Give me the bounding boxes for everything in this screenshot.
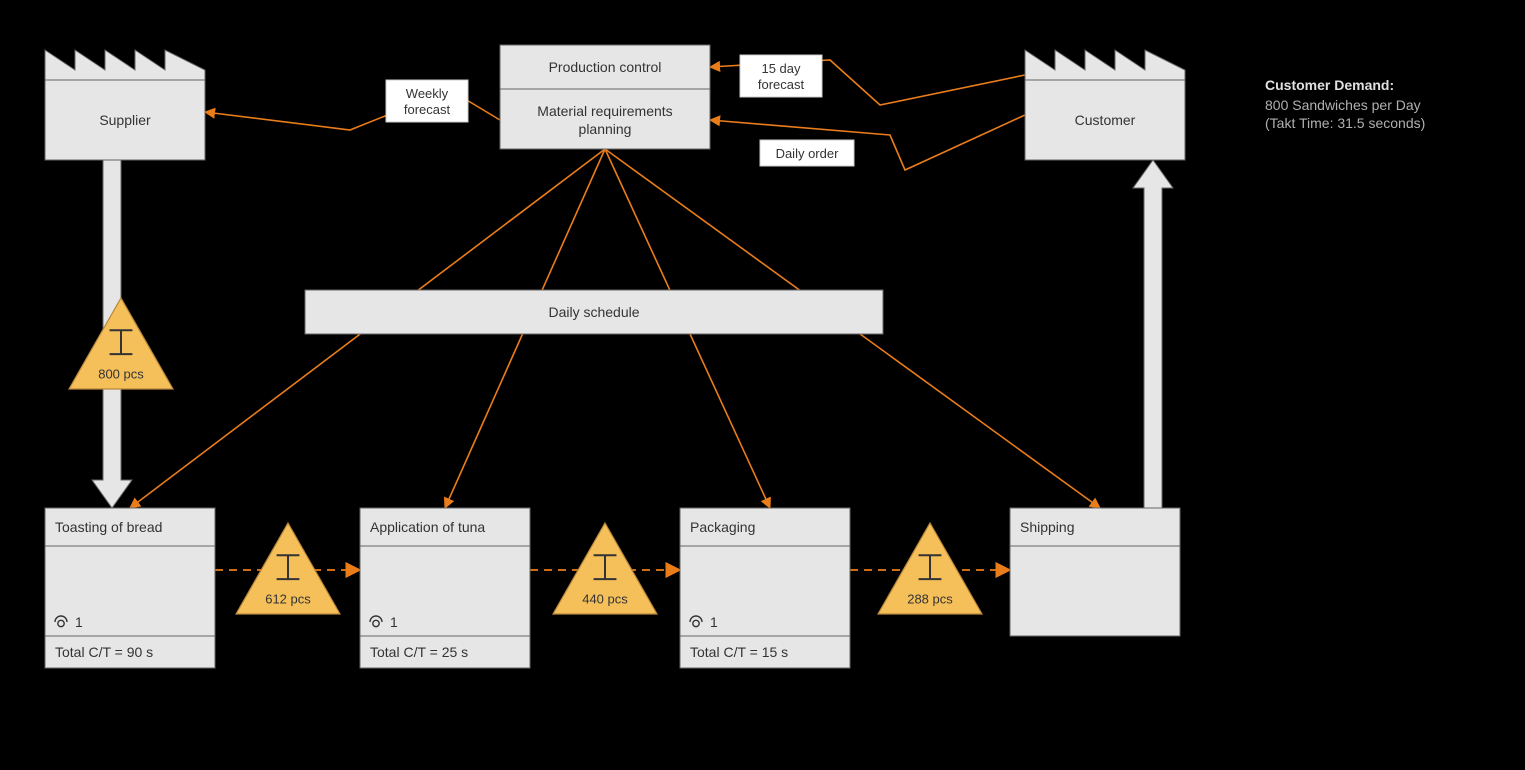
operator-count: 1: [390, 614, 398, 630]
svg-text:Daily order: Daily order: [776, 146, 840, 161]
operator-count: 1: [75, 614, 83, 630]
inventory-triangle-0-label: 612 pcs: [265, 592, 311, 607]
customer-factory-label: Customer: [1075, 112, 1136, 128]
process-box-tuna: Application of tuna 1 Total C/T = 25 s: [360, 508, 530, 668]
label-15day-forecast: 15 dayforecast: [740, 55, 822, 97]
inventory-triangle-supplier: 800 pcs: [69, 298, 173, 389]
customer-factory: Customer: [1025, 50, 1185, 160]
process-box-toasting: Toasting of bread 1 Total C/T = 90 s: [45, 508, 215, 668]
svg-text:Material requirements: Material requirements: [537, 103, 672, 119]
label-weekly-forecast: Weeklyforecast: [386, 80, 468, 122]
cycle-time: Total C/T = 25 s: [370, 644, 468, 660]
production-control-subtitle: planning: [579, 121, 632, 137]
daily-schedule-label: Daily schedule: [548, 304, 639, 320]
process-box-packaging: Packaging 1 Total C/T = 15 s: [680, 508, 850, 668]
svg-text:15 day: 15 day: [761, 61, 801, 76]
daily-schedule-box: Daily schedule: [305, 290, 883, 334]
info-flow-customer-order: [710, 115, 1025, 170]
process-title: Shipping: [1020, 519, 1075, 535]
inventory-triangle-0: 612 pcs: [236, 523, 340, 614]
supplier-factory-label: Supplier: [99, 112, 151, 128]
production-control-box: Production control Material requirements p…: [500, 45, 710, 149]
svg-text:forecast: forecast: [758, 77, 805, 92]
inventory-triangle-2-label: 288 pcs: [907, 592, 953, 607]
supplier-factory: Supplier: [45, 50, 205, 160]
process-title: Toasting of bread: [55, 519, 162, 535]
svg-text:Weekly: Weekly: [406, 86, 449, 101]
side-note-line2: (Takt Time: 31.5 seconds): [1265, 115, 1425, 131]
side-note-title: Customer Demand:: [1265, 77, 1394, 93]
inventory-triangle-1: 440 pcs: [553, 523, 657, 614]
process-box-shipping: Shipping: [1010, 508, 1180, 636]
production-control-title: Production control: [549, 59, 662, 75]
side-note-line1: 800 Sandwiches per Day: [1265, 97, 1421, 113]
svg-text:forecast: forecast: [404, 102, 451, 117]
cycle-time: Total C/T = 15 s: [690, 644, 788, 660]
cycle-time: Total C/T = 90 s: [55, 644, 153, 660]
process-title: Packaging: [690, 519, 755, 535]
inventory-triangle-2: 288 pcs: [878, 523, 982, 614]
inventory-triangle-1-label: 440 pcs: [582, 592, 628, 607]
label-daily-order: Daily order: [760, 140, 854, 166]
process-title: Application of tuna: [370, 519, 485, 535]
inventory-triangle-supplier-label: 800 pcs: [98, 367, 144, 382]
operator-count: 1: [710, 614, 718, 630]
material-flow-arrow-up: [1115, 160, 1173, 555]
